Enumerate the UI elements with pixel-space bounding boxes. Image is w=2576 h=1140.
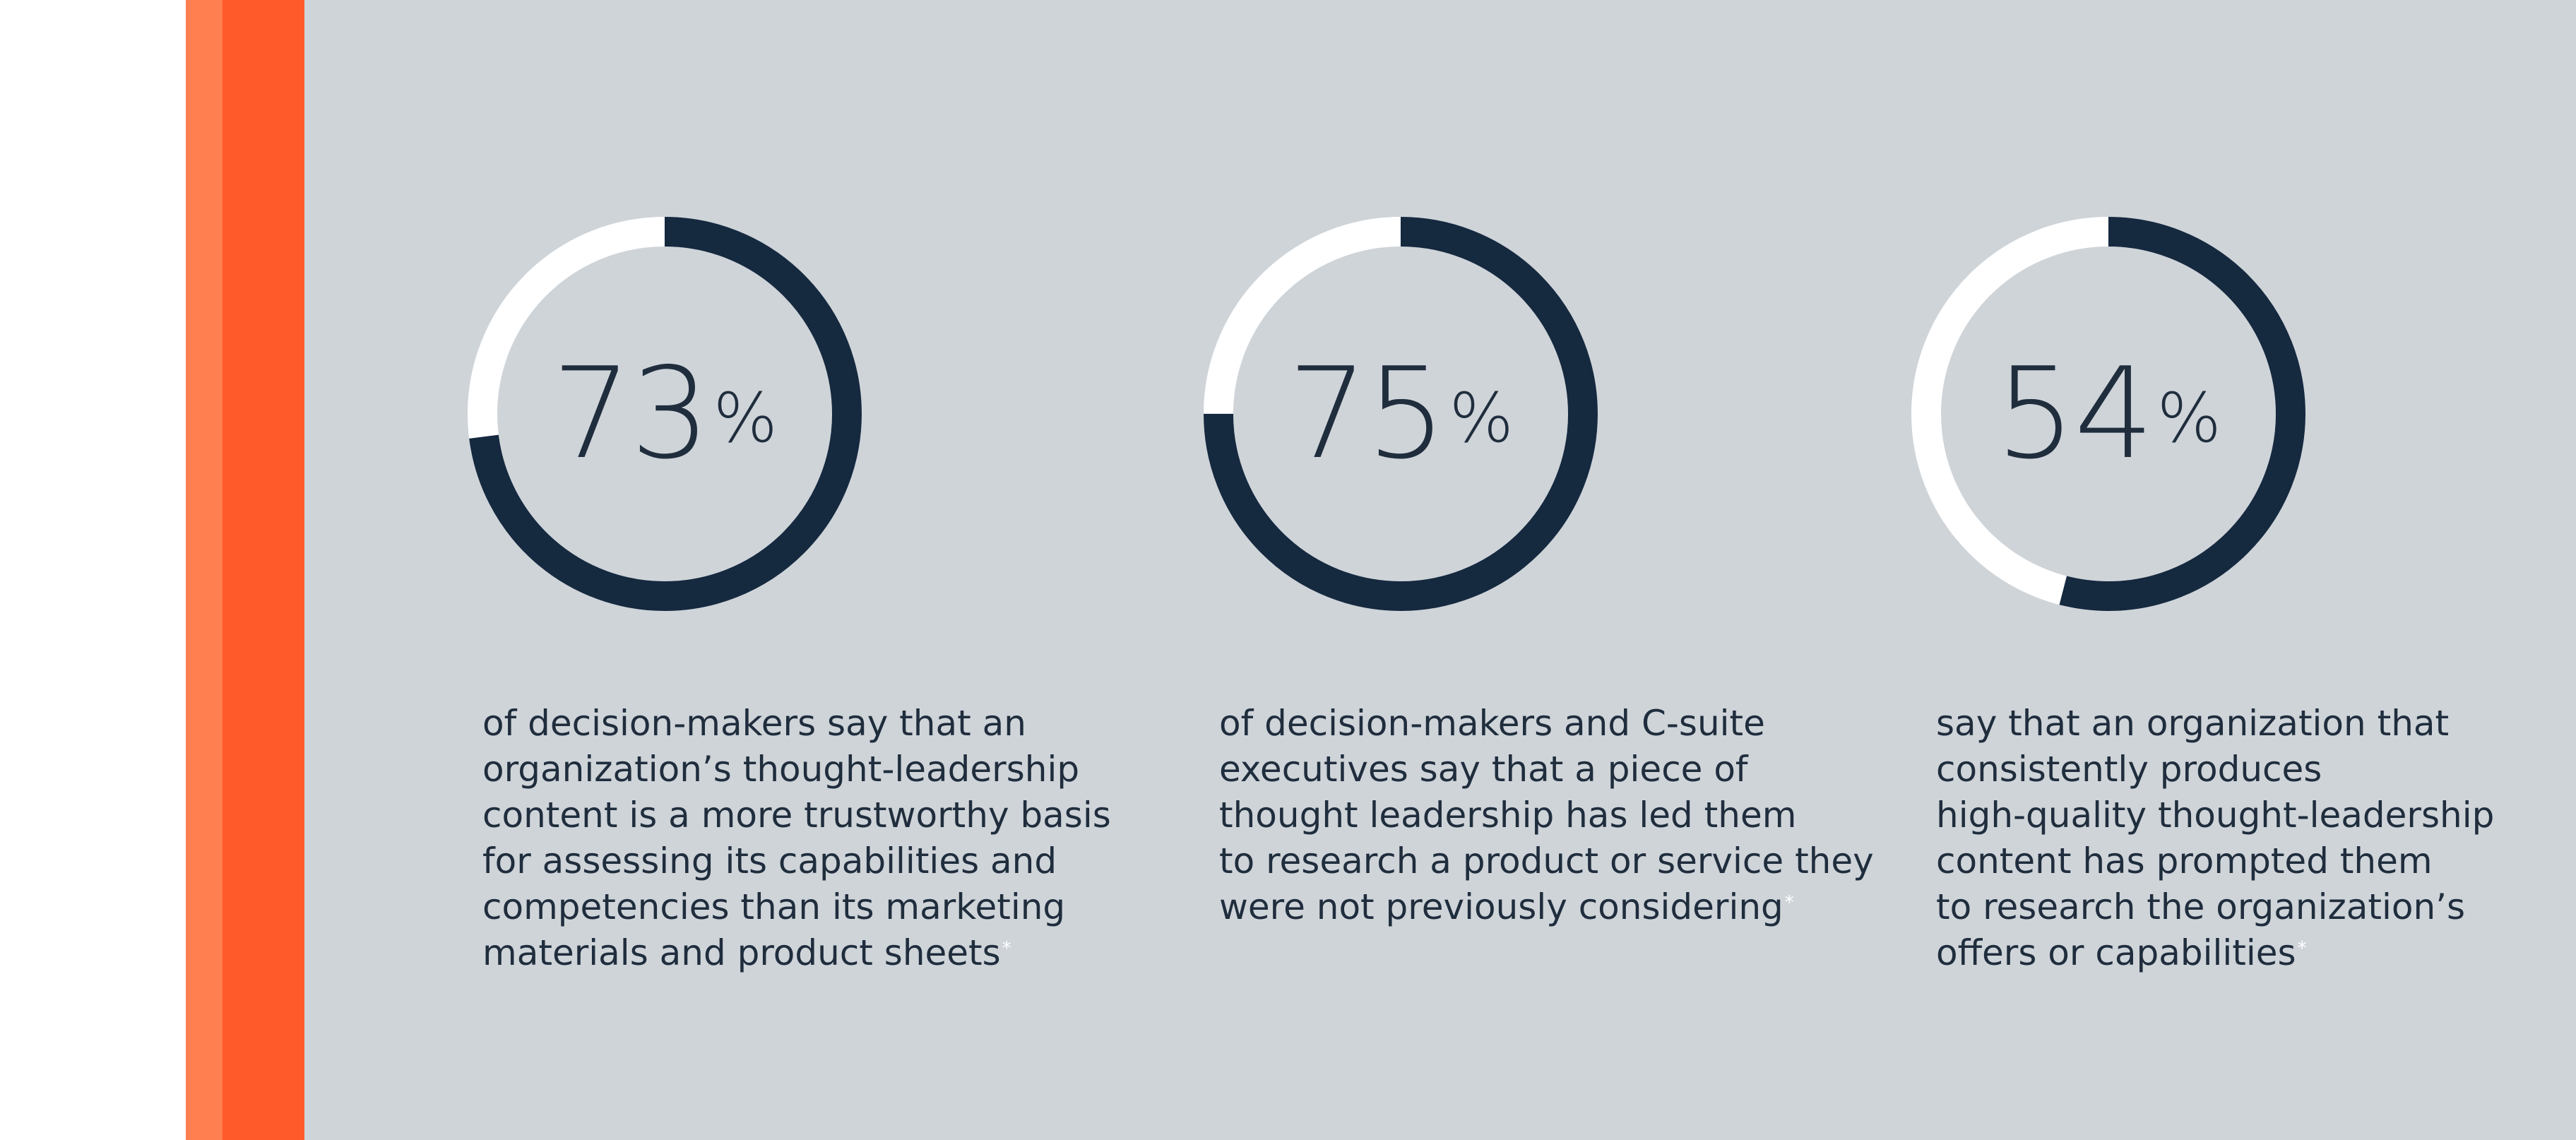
caption-text: materials and product sheets (482, 932, 1001, 973)
caption-line: content is a more trustworthy basis (482, 795, 1111, 836)
caption-line-last: materials and product sheets* (482, 930, 1111, 976)
caption-line-last: were not previously considering* (1219, 884, 1874, 930)
stat-number: 73 (552, 340, 710, 487)
left-margin (0, 0, 186, 1140)
accent-stripe-light (186, 0, 222, 1140)
caption-line-last: offers or capabilities* (1936, 930, 2494, 976)
stat-caption: of decision-makers say that an organizat… (482, 701, 1111, 976)
donut-chart (1204, 217, 1598, 611)
caption-line: competencies than its marketing (482, 886, 1066, 927)
donut-value-arc (1204, 217, 1598, 611)
caption-line: for assessing its capabilities and (482, 841, 1057, 881)
caption-line: say that an organization that (1936, 703, 2450, 744)
donut-chart (468, 217, 862, 611)
footnote-mark: * (1784, 892, 1794, 913)
donut-value-arc (1911, 217, 2305, 611)
stat-number: 75 (1288, 340, 1446, 487)
stat-value: 75% (1203, 216, 1598, 612)
caption-line: high-quality thought-leadership (1936, 795, 2495, 836)
caption-line: consistently produces (1936, 749, 2322, 790)
caption-line: to research the organization’s (1936, 886, 2466, 927)
caption-line: content has prompted them (1936, 841, 2433, 881)
caption-line: thought leadership has led them (1219, 795, 1797, 836)
stat-caption: say that an organization that consistent… (1936, 701, 2494, 976)
stat-value: 73% (467, 216, 862, 612)
percent-sign: % (2156, 379, 2221, 458)
caption-line: organization’s thought-leadership (482, 749, 1080, 790)
stat-caption: of decision-makers and C-suite executive… (1219, 701, 1874, 930)
stat-value: 54% (1911, 216, 2306, 612)
stat-number: 54 (1995, 340, 2154, 487)
caption-line: of decision-makers say that an (482, 703, 1026, 744)
donut-value-arc (468, 217, 862, 611)
percent-sign: % (713, 379, 778, 458)
caption-line: of decision-makers and C-suite (1219, 703, 1765, 744)
footnote-mark: * (1002, 938, 1011, 959)
footnote-mark: * (2297, 938, 2307, 959)
caption-text: were not previously considering (1219, 886, 1783, 927)
caption-text: offers or capabilities (1936, 932, 2296, 973)
accent-stripe-dark (222, 0, 304, 1140)
stats-panel: 73% of decision-makers say that an organ… (304, 0, 2576, 1140)
caption-line: executives say that a piece of (1219, 749, 1748, 790)
percent-sign: % (1449, 379, 1514, 458)
caption-line: to research a product or service they (1219, 841, 1874, 881)
donut-chart (1911, 217, 2305, 611)
